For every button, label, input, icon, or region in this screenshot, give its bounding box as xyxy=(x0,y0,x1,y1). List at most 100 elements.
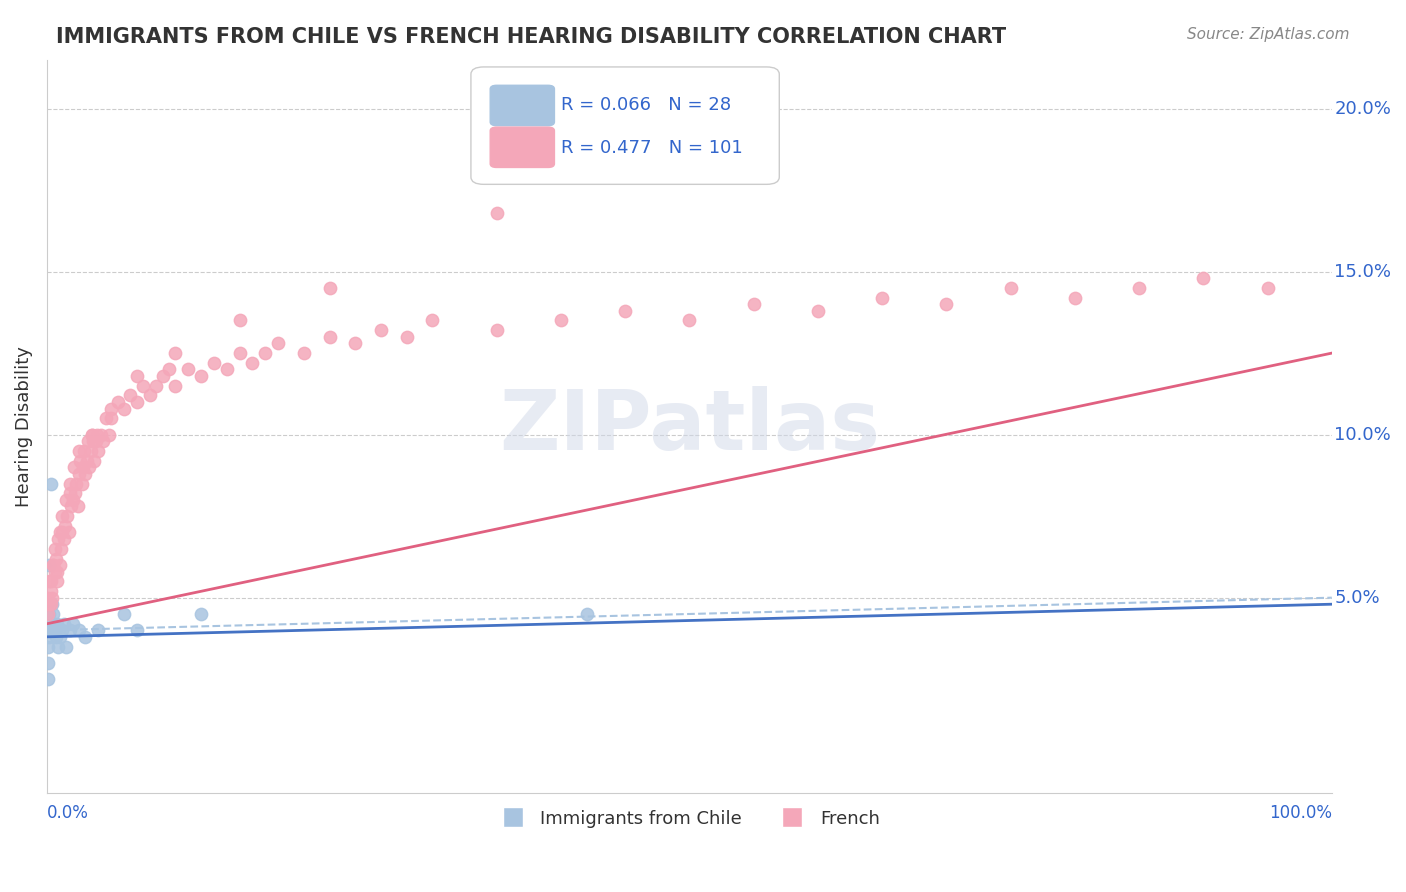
Point xyxy=(60,500,83,514)
Point xyxy=(37,591,59,605)
Point xyxy=(56,509,79,524)
FancyBboxPatch shape xyxy=(471,67,779,185)
Point xyxy=(52,532,75,546)
Point xyxy=(37,656,59,670)
Point xyxy=(84,434,107,449)
Point xyxy=(870,291,893,305)
Point xyxy=(63,460,86,475)
Point xyxy=(93,434,115,449)
Point xyxy=(157,362,180,376)
Point xyxy=(87,624,110,638)
Point xyxy=(39,574,62,589)
Point xyxy=(75,630,97,644)
Point xyxy=(38,558,60,572)
Point xyxy=(38,597,60,611)
Point xyxy=(228,346,250,360)
Point xyxy=(58,525,80,540)
Point xyxy=(318,281,340,295)
Point xyxy=(318,330,340,344)
Point xyxy=(120,388,142,402)
Point xyxy=(83,453,105,467)
Point xyxy=(132,378,155,392)
Text: 5.0%: 5.0% xyxy=(1334,589,1381,607)
Point xyxy=(138,388,160,402)
Point xyxy=(550,313,572,327)
Point xyxy=(44,541,66,556)
Point xyxy=(267,336,290,351)
Point xyxy=(107,395,129,409)
Point xyxy=(69,453,91,467)
Point xyxy=(100,411,122,425)
Point xyxy=(46,574,69,589)
Y-axis label: Hearing Disability: Hearing Disability xyxy=(15,346,32,507)
Point xyxy=(39,476,62,491)
Point xyxy=(202,356,225,370)
Point xyxy=(48,532,70,546)
Point xyxy=(97,427,120,442)
Point xyxy=(1063,291,1085,305)
Point xyxy=(90,427,112,442)
Point xyxy=(67,624,90,638)
Point xyxy=(75,467,97,481)
Point xyxy=(125,624,148,638)
Point xyxy=(190,368,212,383)
Point xyxy=(242,356,264,370)
Text: 100.0%: 100.0% xyxy=(1268,805,1331,822)
Point xyxy=(86,427,108,442)
Text: 10.0%: 10.0% xyxy=(1334,425,1391,443)
Point xyxy=(87,444,110,458)
Point xyxy=(94,411,117,425)
Point xyxy=(62,616,84,631)
Point xyxy=(165,378,187,392)
Legend: Immigrants from Chile, French: Immigrants from Chile, French xyxy=(492,802,887,836)
Point xyxy=(59,624,82,638)
Point xyxy=(678,167,700,181)
Point xyxy=(38,630,60,644)
Point xyxy=(575,607,598,621)
Point xyxy=(80,427,103,442)
Point xyxy=(80,427,103,442)
Point xyxy=(76,453,98,467)
Text: 20.0%: 20.0% xyxy=(1334,100,1392,118)
Point xyxy=(66,500,89,514)
Point xyxy=(65,476,87,491)
Text: ZIPatlas: ZIPatlas xyxy=(499,386,880,467)
Point xyxy=(51,624,73,638)
Point xyxy=(79,460,101,475)
Point xyxy=(215,362,238,376)
Point xyxy=(39,597,62,611)
Point xyxy=(45,630,67,644)
Point xyxy=(165,346,187,360)
FancyBboxPatch shape xyxy=(491,86,554,126)
Point xyxy=(77,434,100,449)
Point xyxy=(55,640,77,654)
Point xyxy=(935,297,957,311)
Point xyxy=(59,476,82,491)
Point xyxy=(41,591,63,605)
Point xyxy=(37,640,59,654)
Point xyxy=(48,558,70,572)
Point xyxy=(44,565,66,579)
Point xyxy=(38,607,60,621)
Point xyxy=(1000,281,1022,295)
Point xyxy=(742,297,765,311)
Point xyxy=(79,444,101,458)
Point xyxy=(100,401,122,416)
Point xyxy=(370,323,392,337)
Point xyxy=(63,486,86,500)
Point xyxy=(678,313,700,327)
Point xyxy=(52,616,75,631)
Point xyxy=(292,346,315,360)
Point xyxy=(125,395,148,409)
Point xyxy=(395,330,418,344)
Point xyxy=(177,362,200,376)
Point xyxy=(1257,281,1279,295)
Point xyxy=(38,574,60,589)
Point xyxy=(72,460,94,475)
Point xyxy=(73,444,96,458)
Point xyxy=(37,672,59,686)
Point xyxy=(41,597,63,611)
Point xyxy=(46,616,69,631)
Text: 15.0%: 15.0% xyxy=(1334,262,1392,281)
Point xyxy=(1192,271,1215,285)
